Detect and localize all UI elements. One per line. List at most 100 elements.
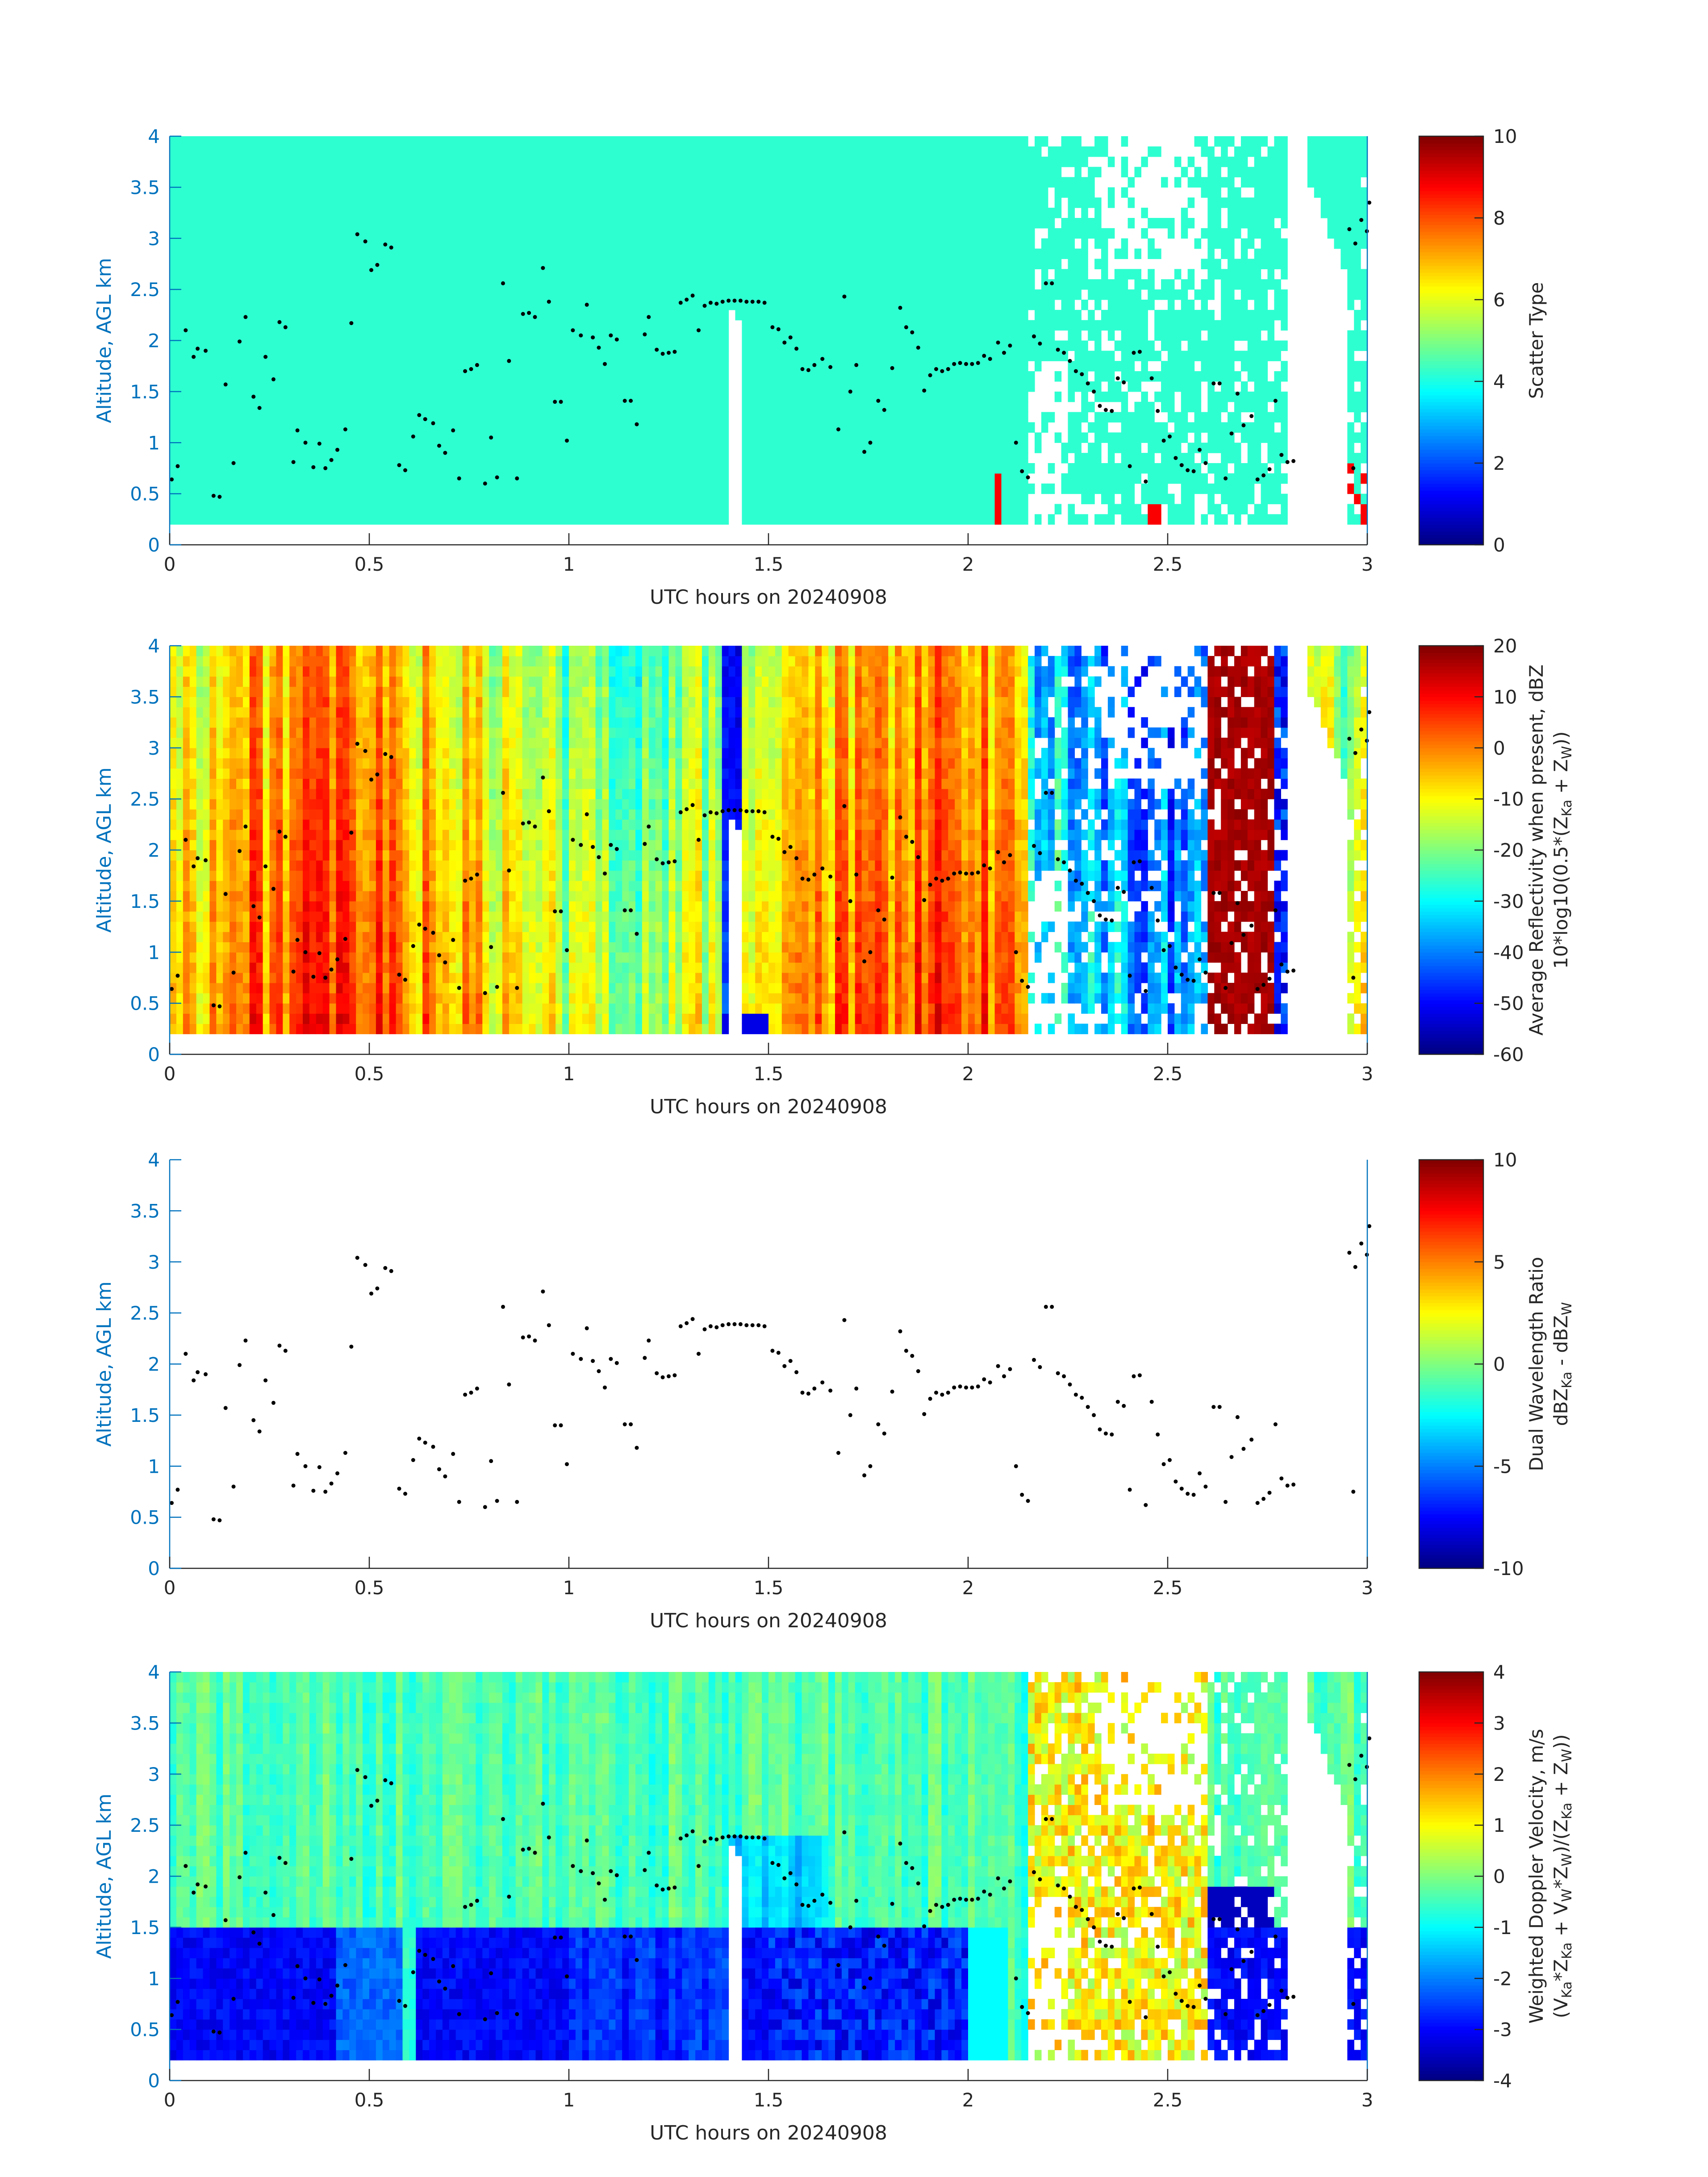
heatmap-cell xyxy=(496,197,503,208)
heatmap-cell xyxy=(476,443,483,453)
heatmap-cell xyxy=(289,197,296,208)
heatmap-cell xyxy=(589,340,596,351)
heatmap-cell xyxy=(276,351,283,361)
heatmap-cell xyxy=(689,381,696,392)
heatmap-cell xyxy=(655,269,663,280)
heatmap-cell xyxy=(462,309,470,321)
heatmap-cell xyxy=(289,330,296,341)
heatmap-cell xyxy=(409,391,416,402)
heatmap-cell xyxy=(868,473,875,484)
heatmap-cell xyxy=(269,493,276,505)
heatmap-cell xyxy=(223,320,230,331)
heatmap-cell xyxy=(1015,320,1022,331)
heatmap-cell xyxy=(815,269,822,280)
heatmap-cell xyxy=(269,289,276,300)
heatmap-cell xyxy=(855,248,862,259)
heatmap-cell xyxy=(828,340,835,351)
heatmap-cell xyxy=(569,401,576,413)
heatmap-cell xyxy=(1035,443,1042,453)
heatmap-cell xyxy=(569,493,576,505)
heatmap-cell xyxy=(948,136,955,147)
heatmap-cell xyxy=(322,146,330,157)
heatmap-cell xyxy=(708,136,716,147)
heatmap-cell xyxy=(322,208,330,218)
heatmap-cell xyxy=(309,309,317,321)
heatmap-cell xyxy=(376,391,383,402)
heatmap-cell xyxy=(276,309,283,321)
heatmap-cell xyxy=(296,238,303,249)
heatmap-cell xyxy=(289,422,296,433)
heatmap-cell xyxy=(861,351,869,361)
heatmap-cell xyxy=(402,453,409,464)
heatmap-cell xyxy=(662,177,669,188)
heatmap-cell xyxy=(915,218,922,229)
heatmap-cell xyxy=(895,453,902,464)
heatmap-cell xyxy=(815,289,822,300)
heatmap-cell xyxy=(642,371,649,382)
heatmap-cell xyxy=(303,248,310,259)
heatmap-cell xyxy=(955,371,962,382)
heatmap-cell xyxy=(695,300,702,310)
heatmap-cell xyxy=(802,330,809,341)
heatmap-cell xyxy=(981,443,989,453)
heatmap-cell xyxy=(329,248,337,259)
heatmap-cell xyxy=(708,279,716,290)
heatmap-cell xyxy=(615,197,622,208)
heatmap-cell xyxy=(569,289,576,300)
heatmap-cell xyxy=(589,167,596,178)
heatmap-cell xyxy=(974,300,982,310)
heatmap-cell xyxy=(629,330,636,341)
heatmap-cell xyxy=(382,197,390,208)
heatmap-cell xyxy=(795,453,802,464)
heatmap-cell xyxy=(489,443,496,453)
heatmap-cell xyxy=(795,208,802,218)
heatmap-cell xyxy=(695,238,702,249)
heatmap-cell xyxy=(236,391,243,402)
heatmap-cell xyxy=(828,279,835,290)
heatmap-cell xyxy=(342,167,350,178)
heatmap-cell xyxy=(715,340,722,351)
heatmap-cell xyxy=(1001,309,1008,321)
heatmap-cell xyxy=(735,136,742,147)
heatmap-cell xyxy=(828,156,835,167)
heatmap-cell xyxy=(861,167,869,178)
heatmap-cell xyxy=(322,401,330,413)
heatmap-cell xyxy=(429,443,436,453)
heatmap-cell xyxy=(928,412,935,423)
heatmap-cell xyxy=(974,309,982,321)
heatmap-cell xyxy=(535,228,543,239)
heatmap-cell xyxy=(655,218,663,229)
heatmap-cell xyxy=(396,514,403,525)
heatmap-cell xyxy=(822,228,829,239)
heatmap-cell xyxy=(356,453,363,464)
heatmap-cell xyxy=(828,208,835,218)
heatmap-cell xyxy=(569,197,576,208)
heatmap-cell xyxy=(1015,279,1022,290)
heatmap-cell xyxy=(176,453,184,464)
heatmap-cell xyxy=(382,228,390,239)
heatmap-cell xyxy=(369,340,376,351)
heatmap-cell xyxy=(515,177,523,188)
heatmap-cell xyxy=(482,330,489,341)
heatmap-cell xyxy=(449,146,456,157)
heatmap-cell xyxy=(316,391,323,402)
heatmap-cell xyxy=(555,300,563,310)
heatmap-cell xyxy=(921,463,929,474)
heatmap-cell xyxy=(974,320,982,331)
heatmap-cell xyxy=(382,289,390,300)
heatmap-cell xyxy=(875,248,882,259)
heatmap-cell xyxy=(795,412,802,423)
heatmap-cell xyxy=(648,136,656,147)
heatmap-cell xyxy=(296,412,303,423)
heatmap-cell xyxy=(455,401,463,413)
heatmap-cell xyxy=(609,463,616,474)
heatmap-cell xyxy=(1008,432,1015,443)
heatmap-cell xyxy=(935,443,942,453)
heatmap-cell xyxy=(668,483,676,494)
heatmap-cell xyxy=(875,177,882,188)
heatmap-cell xyxy=(582,228,589,239)
heatmap-cell xyxy=(369,330,376,341)
heatmap-cell xyxy=(429,300,436,310)
heatmap-cell xyxy=(369,177,376,188)
heatmap-cell xyxy=(875,340,882,351)
